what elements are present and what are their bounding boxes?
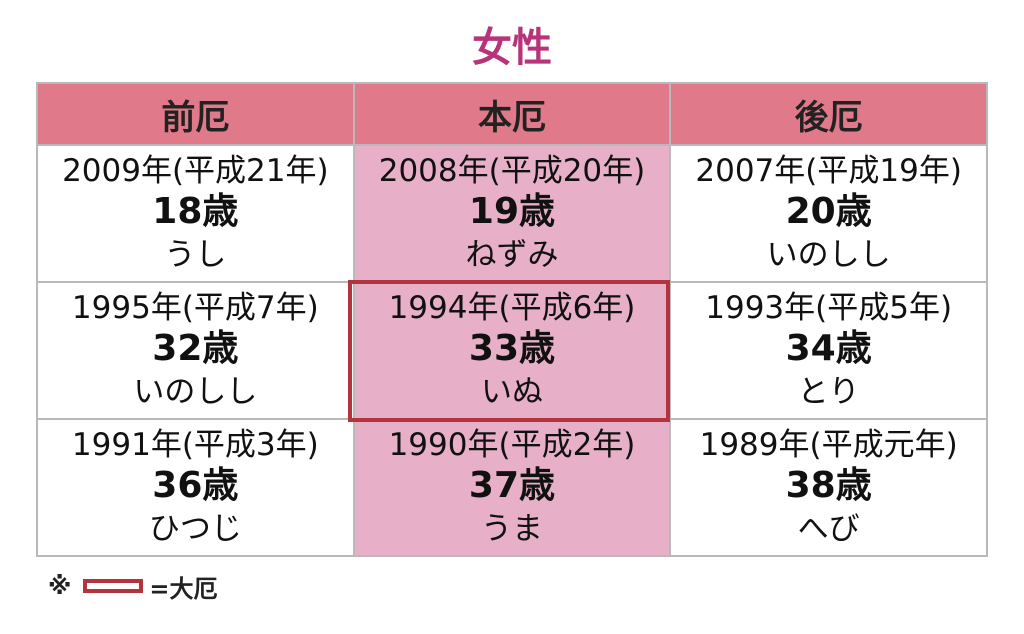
- cell-year: 1991年(平成3年): [71, 426, 319, 463]
- cell-year: 1990年(平成2年): [388, 426, 636, 463]
- table-cell: 1995年(平成7年) 32歳 いのしし: [36, 281, 355, 420]
- cell-zodiac: とり: [797, 373, 860, 410]
- cell-age: 33歳: [468, 327, 556, 369]
- cell-year: 1993年(平成5年): [705, 289, 953, 326]
- table-cell: 2009年(平成21年) 18歳 うし: [36, 144, 355, 283]
- table-cell: 1990年(平成2年) 37歳 うま: [352, 418, 672, 557]
- cell-zodiac: いのしし: [133, 373, 258, 410]
- cell-zodiac: ひつじ: [148, 510, 242, 547]
- table-cell: 1989年(平成元年) 38歳 へび: [669, 418, 988, 557]
- cell-age: 20歳: [785, 190, 872, 232]
- table-row: 1991年(平成3年) 36歳 ひつじ 1990年(平成2年) 37歳 うま 1…: [36, 418, 988, 557]
- legend-swatch: [83, 579, 144, 593]
- header-atoyaku: 後厄: [669, 82, 988, 146]
- cell-age: 18歳: [152, 190, 239, 232]
- header-row: 前厄 本厄 後厄: [36, 82, 988, 146]
- cell-year: 2009年(平成21年): [62, 152, 329, 189]
- cell-zodiac: いぬ: [480, 373, 543, 410]
- table-cell: 1991年(平成3年) 36歳 ひつじ: [36, 418, 355, 557]
- table-cell: 2007年(平成19年) 20歳 いのしし: [669, 144, 988, 283]
- cell-year: 2008年(平成20年): [378, 152, 646, 189]
- table-cell-taiyaku: 1994年(平成6年) 33歳 いぬ: [352, 281, 672, 420]
- yakudoshi-table: 前厄 本厄 後厄 2009年(平成21年) 18歳 うし 2008年(平成20年…: [36, 82, 988, 557]
- legend-note-mark: ※: [48, 572, 72, 600]
- header-honyaku: 本厄: [352, 82, 672, 146]
- cell-year: 1995年(平成7年): [71, 289, 319, 326]
- table-cell: 1993年(平成5年) 34歳 とり: [669, 281, 988, 420]
- cell-age: 19歳: [468, 190, 556, 232]
- header-maeyaku: 前厄: [36, 82, 355, 146]
- cell-zodiac: うし: [164, 236, 227, 273]
- cell-age: 32歳: [152, 327, 239, 369]
- cell-year: 1994年(平成6年): [388, 289, 636, 326]
- cell-zodiac: へび: [797, 510, 860, 547]
- cell-age: 34歳: [785, 327, 872, 369]
- legend-label: =大厄: [149, 574, 218, 603]
- cell-zodiac: ねずみ: [465, 236, 559, 273]
- legend: ※ =大厄: [48, 568, 217, 604]
- page-title: 女性: [472, 25, 552, 71]
- cell-year: 1989年(平成元年): [699, 426, 958, 463]
- cell-age: 37歳: [468, 464, 556, 506]
- table-cell: 2008年(平成20年) 19歳 ねずみ: [352, 144, 672, 283]
- cell-year: 2007年(平成19年): [695, 152, 962, 189]
- table-row: 2009年(平成21年) 18歳 うし 2008年(平成20年) 19歳 ねずみ…: [36, 144, 988, 283]
- cell-zodiac: うま: [480, 510, 543, 547]
- table-row: 1995年(平成7年) 32歳 いのしし 1994年(平成6年) 33歳 いぬ …: [36, 281, 988, 420]
- cell-age: 36歳: [152, 464, 239, 506]
- cell-zodiac: いのしし: [766, 236, 891, 273]
- cell-age: 38歳: [785, 464, 872, 506]
